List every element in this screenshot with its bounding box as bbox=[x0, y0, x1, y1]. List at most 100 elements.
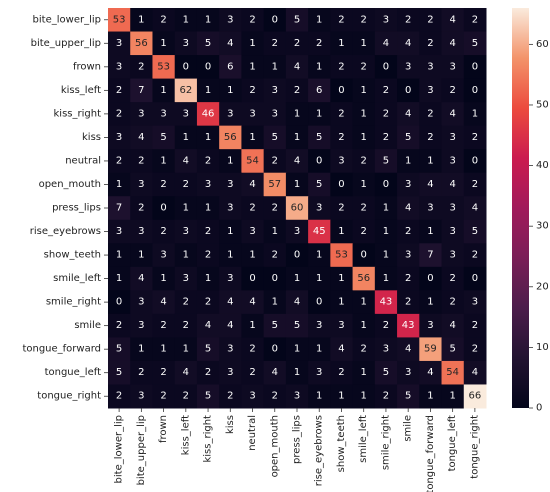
heatmap-cell-tongue_left-bite_upper_lip bbox=[130, 360, 153, 385]
heatmap-cell-tongue_right-kiss_right bbox=[196, 384, 220, 409]
heatmap-cell-kiss-bite_lower_lip bbox=[108, 125, 131, 150]
cell-value-label: 1 bbox=[249, 250, 255, 261]
x-tick-label-tongue_left: tongue_left bbox=[447, 415, 458, 471]
heatmap-cell-kiss_right-bite_upper_lip bbox=[130, 102, 153, 127]
cell-value-label: 3 bbox=[449, 61, 455, 72]
heatmap-cell-press_lips-frown bbox=[152, 196, 176, 221]
y-tick-label-smile_left: smile_left bbox=[53, 273, 101, 284]
cell-value-label: 2 bbox=[249, 14, 255, 25]
cell-value-label: 3 bbox=[449, 155, 455, 166]
heatmap-cell-kiss_left-tongue_forward bbox=[419, 78, 443, 103]
y-tick-label-open_mouth: open_mouth bbox=[39, 179, 101, 190]
heatmap-cell-kiss-show_teeth bbox=[330, 125, 354, 150]
heatmap-cell-smile_left-kiss bbox=[219, 266, 242, 291]
heatmap-cell-kiss-bite_upper_lip bbox=[130, 125, 153, 150]
y-tick-label-smile: smile bbox=[74, 320, 101, 331]
cell-value-label: 1 bbox=[272, 297, 278, 308]
cell-value-label: 3 bbox=[227, 14, 233, 25]
cell-value-label: 3 bbox=[272, 85, 278, 96]
cell-value-label: 4 bbox=[427, 367, 433, 378]
heatmap-cell-frown-bite_lower_lip bbox=[108, 55, 131, 80]
cell-value-label: 53 bbox=[157, 61, 170, 72]
heatmap-cell-kiss-kiss bbox=[219, 125, 242, 150]
cell-value-label: 2 bbox=[405, 226, 411, 237]
cell-value-label: 3 bbox=[183, 38, 189, 49]
cell-value-label: 3 bbox=[294, 226, 300, 237]
heatmap-cell-smile-show_teeth bbox=[330, 313, 354, 338]
cell-value-label: 1 bbox=[116, 273, 122, 284]
x-tick-label-smile_right: smile_right bbox=[380, 415, 391, 470]
heatmap-cell-tongue_right-smile_right bbox=[374, 384, 398, 409]
cell-value-label: 1 bbox=[205, 273, 211, 284]
cell-value-label: 0 bbox=[205, 61, 211, 72]
cell-value-label: 1 bbox=[205, 14, 211, 25]
heatmap-cell-press_lips-show_teeth bbox=[330, 196, 354, 221]
heatmap-cell-frown-show_teeth bbox=[330, 55, 354, 80]
cell-value-label: 2 bbox=[183, 179, 189, 190]
heatmap-cell-tongue_right-show_teeth bbox=[330, 384, 354, 409]
cell-value-label: 1 bbox=[338, 391, 344, 402]
heatmap-cell-frown-frown bbox=[152, 55, 176, 80]
heatmap-cell-neutral-smile_right bbox=[374, 149, 398, 174]
heatmap-cell-neutral-neutral bbox=[241, 149, 265, 174]
heatmap-cell-tongue_right-smile bbox=[397, 384, 420, 409]
cell-value-label: 2 bbox=[361, 344, 367, 355]
heatmap-cell-bite_lower_lip-smile bbox=[397, 8, 420, 33]
heatmap-cell-smile_right-smile_left bbox=[352, 290, 376, 315]
cell-value-label: 3 bbox=[427, 320, 433, 331]
cell-value-label: 2 bbox=[160, 391, 166, 402]
cell-value-label: 5 bbox=[472, 38, 478, 49]
heatmap-cell-bite_lower_lip-press_lips bbox=[285, 8, 309, 33]
heatmap-cell-tongue_right-open_mouth bbox=[263, 384, 287, 409]
cell-value-label: 0 bbox=[361, 250, 367, 261]
cell-value-label: 1 bbox=[449, 391, 455, 402]
cell-value-label: 2 bbox=[383, 391, 389, 402]
heatmap-cell-frown-bite_upper_lip bbox=[130, 55, 153, 80]
y-tick-label-press_lips: press_lips bbox=[52, 203, 101, 214]
cell-value-label: 2 bbox=[405, 14, 411, 25]
heatmap-cell-bite_upper_lip-frown bbox=[152, 31, 176, 56]
heatmap-cell-smile_left-tongue_forward bbox=[419, 266, 443, 291]
heatmap-cell-frown-kiss bbox=[219, 55, 242, 80]
heatmap-cell-kiss_left-neutral bbox=[241, 78, 265, 103]
heatmap-cell-kiss_right-open_mouth bbox=[263, 102, 287, 127]
cell-value-label: 2 bbox=[338, 132, 344, 143]
heatmap-cell-bite_upper_lip-bite_upper_lip bbox=[130, 31, 153, 56]
cell-value-label: 3 bbox=[183, 226, 189, 237]
cell-value-label: 1 bbox=[361, 108, 367, 119]
heatmap-cell-bite_lower_lip-kiss bbox=[219, 8, 242, 33]
heatmap-cell-bite_upper_lip-kiss bbox=[219, 31, 242, 56]
cell-value-label: 0 bbox=[272, 14, 278, 25]
cell-value-label: 3 bbox=[227, 179, 233, 190]
heatmap-cell-tongue_right-tongue_left bbox=[441, 384, 465, 409]
heatmap-cell-kiss-kiss_left bbox=[174, 125, 198, 150]
heatmap-cell-press_lips-tongue_forward bbox=[419, 196, 443, 221]
heatmap-cell-bite_upper_lip-kiss_right bbox=[196, 31, 220, 56]
heatmap-cell-bite_upper_lip-show_teeth bbox=[330, 31, 354, 56]
cell-value-label: 0 bbox=[272, 273, 278, 284]
heatmap-cell-smile_right-tongue_forward bbox=[419, 290, 443, 315]
cell-value-label: 1 bbox=[294, 132, 300, 143]
cell-value-label: 43 bbox=[402, 320, 415, 331]
heatmap-cell-tongue_left-tongue_forward bbox=[419, 360, 443, 385]
cell-value-label: 0 bbox=[338, 179, 344, 190]
cell-value-label: 7 bbox=[138, 85, 144, 96]
cell-value-label: 1 bbox=[361, 367, 367, 378]
heatmap-cell-rise_eyebrows-rise_eyebrows bbox=[308, 219, 331, 244]
cell-value-label: 5 bbox=[272, 320, 278, 331]
heatmap-cell-open_mouth-smile_left bbox=[352, 172, 376, 197]
cell-value-label: 5 bbox=[205, 344, 211, 355]
heatmap-cell-kiss-open_mouth bbox=[263, 125, 287, 150]
heatmap-cell-rise_eyebrows-tongue_left bbox=[441, 219, 465, 244]
cell-value-label: 1 bbox=[160, 344, 166, 355]
cell-value-label: 3 bbox=[405, 61, 411, 72]
cell-value-label: 4 bbox=[138, 132, 144, 143]
cell-value-label: 4 bbox=[405, 108, 411, 119]
cell-value-label: 4 bbox=[338, 344, 344, 355]
heatmap-cell-kiss_right-kiss_left bbox=[174, 102, 198, 127]
heatmap-cells bbox=[108, 8, 487, 409]
heatmap-cell-smile-bite_lower_lip bbox=[108, 313, 131, 338]
cell-value-label: 3 bbox=[405, 367, 411, 378]
heatmap-cell-smile_left-open_mouth bbox=[263, 266, 287, 291]
heatmap-cell-tongue_forward-tongue_right bbox=[463, 337, 487, 362]
